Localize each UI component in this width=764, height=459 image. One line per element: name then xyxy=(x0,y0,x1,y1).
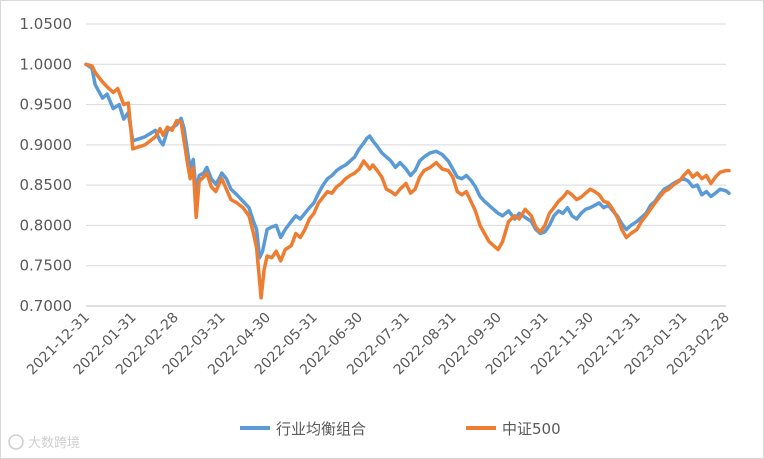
watermark-logo-icon xyxy=(8,434,24,450)
y-tick-label: 0.7000 xyxy=(20,297,73,315)
watermark: 大数跨境 xyxy=(8,434,80,451)
x-axis-ticks: 2021-12-312022-01-312022-02-282022-03-31… xyxy=(24,310,733,379)
y-tick-label: 0.9000 xyxy=(20,136,73,154)
watermark-text: 大数跨境 xyxy=(28,436,80,451)
y-tick-label: 0.7500 xyxy=(20,257,73,275)
series-lines xyxy=(84,62,731,300)
series-line-industry-balanced xyxy=(84,62,731,260)
legend-label: 中证500 xyxy=(502,420,561,438)
y-tick-label: 0.8500 xyxy=(20,176,73,194)
y-tick-label: 0.9500 xyxy=(20,96,73,114)
y-axis-ticks: 0.7000 0.7500 0.8000 0.8500 0.9000 0.9500 1.00… xyxy=(20,15,73,315)
y-tick-label: 1.0500 xyxy=(20,15,73,33)
series-line-csi500 xyxy=(84,62,731,300)
legend-label: 行业均衡组合 xyxy=(276,420,366,438)
gridlines xyxy=(86,23,726,267)
legend: 行业均衡组合 中证500 xyxy=(240,420,561,438)
y-tick-label: 1.0000 xyxy=(20,55,73,73)
y-tick-label: 0.8000 xyxy=(20,216,73,234)
